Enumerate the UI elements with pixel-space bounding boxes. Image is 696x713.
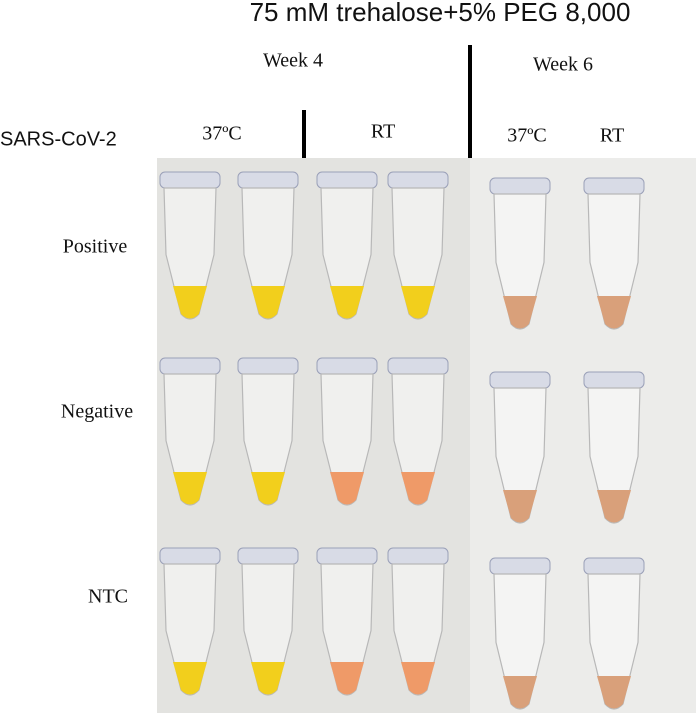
tube-liquid <box>251 286 285 319</box>
group-label: Week 4 <box>263 50 323 72</box>
tube-cap <box>489 371 551 389</box>
tube-cap <box>387 547 449 565</box>
tube-cap <box>489 177 551 195</box>
tube-body <box>587 193 641 330</box>
tube-cap <box>583 177 645 195</box>
row-label: Negative <box>61 401 133 423</box>
tube-liquid <box>251 662 285 695</box>
tube-cap <box>159 171 221 189</box>
row-label: Positive <box>63 236 128 258</box>
tube-liquid <box>251 472 285 505</box>
tube-cap <box>237 171 299 189</box>
tube-liquid <box>503 490 537 523</box>
tube-liquid <box>330 472 364 505</box>
tube-cap <box>583 557 645 575</box>
condition-label: 37ºC <box>507 125 547 147</box>
tube-cap <box>489 557 551 575</box>
tube-liquid <box>503 296 537 329</box>
tube-cap <box>237 357 299 375</box>
tube-body <box>587 387 641 524</box>
tube-liquid <box>330 662 364 695</box>
row-header: SARS-CoV-2 <box>0 128 117 150</box>
tube-liquid <box>401 662 435 695</box>
photo-week4 <box>157 158 470 713</box>
tube-liquid <box>330 286 364 319</box>
tube-cap <box>237 547 299 565</box>
tube-liquid <box>503 676 537 709</box>
tube-liquid <box>597 490 631 523</box>
group-label: Week 6 <box>533 54 593 76</box>
condition-label: 37ºC <box>202 123 242 145</box>
tube-cap <box>387 357 449 375</box>
tube-liquid <box>173 662 207 695</box>
tube-body <box>587 573 641 710</box>
condition-label: RT <box>371 121 395 143</box>
title: 75 mM trehalose+5% PEG 8,000 <box>250 0 631 27</box>
tubes <box>159 171 645 710</box>
tube-cap <box>316 357 378 375</box>
tube-cap <box>583 371 645 389</box>
tube-body <box>493 387 547 524</box>
tube-cap <box>316 547 378 565</box>
tube-body <box>493 193 547 330</box>
tube-cap <box>159 547 221 565</box>
tube-body <box>493 573 547 710</box>
tube-liquid <box>597 676 631 709</box>
tube-liquid <box>173 472 207 505</box>
tube-liquid <box>401 286 435 319</box>
tube-cap <box>316 171 378 189</box>
tube-cap <box>159 357 221 375</box>
condition-label: RT <box>600 125 624 147</box>
tube-liquid <box>173 286 207 319</box>
tube-liquid <box>597 296 631 329</box>
tube-liquid <box>401 472 435 505</box>
row-label: NTC <box>88 586 128 608</box>
tube-cap <box>387 171 449 189</box>
photo-week6 <box>470 158 696 713</box>
